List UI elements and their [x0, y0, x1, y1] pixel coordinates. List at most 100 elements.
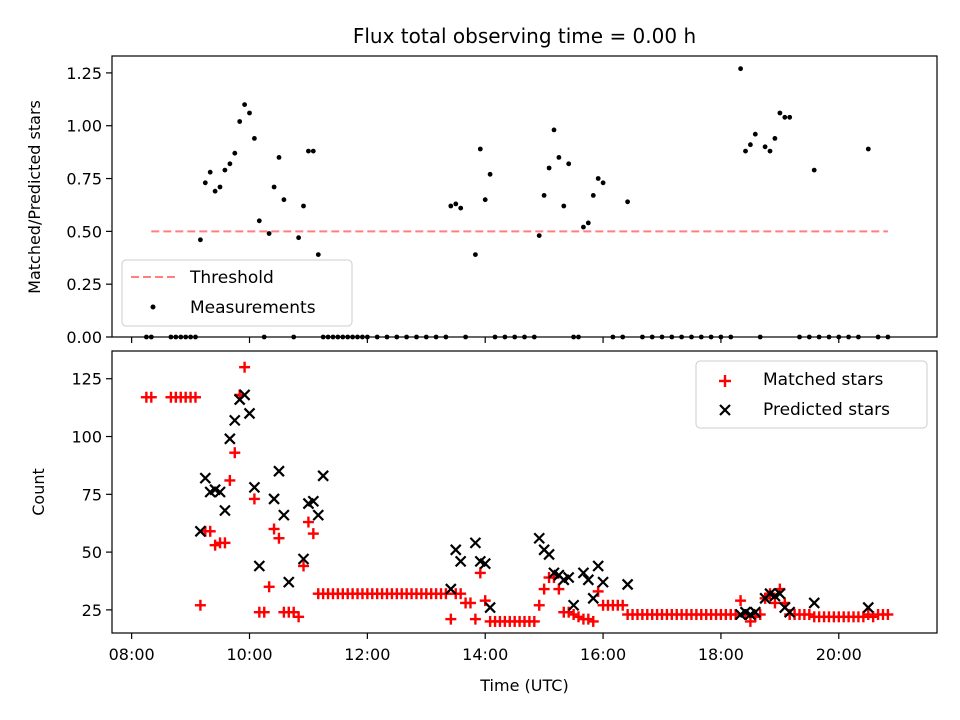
matched-star-point	[145, 391, 157, 403]
measurement-point	[566, 161, 572, 167]
predicted-star-point	[273, 465, 285, 477]
measurement-point	[276, 155, 282, 160]
measurement-point	[600, 180, 606, 186]
matched-star-point	[479, 595, 491, 607]
bottom-xtick-label: 08:00	[109, 645, 155, 664]
predicted-star-point	[577, 567, 590, 579]
top-panel: Flux total observing time = 0.00 h Match…	[25, 24, 938, 347]
predicted-star-point	[862, 601, 875, 614]
predicted-star-point	[214, 486, 226, 498]
top-ytick-label: 0.50	[66, 222, 102, 241]
bottom-x-ticks: 08:00 10:00 12:00 14:00 16:00 18:00 20:00	[109, 633, 862, 664]
top-legend-box	[121, 259, 353, 327]
matched-star-point	[455, 588, 467, 600]
top-measurements-layer	[144, 66, 891, 340]
predicted-star-point	[283, 576, 295, 588]
measurement-point	[296, 235, 301, 241]
bottom-ytick-label: 25	[82, 601, 102, 620]
predicted-star-point	[228, 414, 241, 427]
measurement-point	[595, 176, 601, 181]
measurement-point	[315, 252, 321, 257]
measurement-point	[625, 199, 630, 205]
legend-predicted-swatch	[719, 404, 731, 416]
bottom-ytick-label: 50	[82, 543, 102, 562]
matched-star-point	[248, 493, 260, 505]
measurement-point	[782, 114, 788, 120]
measurement-point	[541, 193, 547, 198]
bottom-xtick-label: 16:00	[580, 645, 626, 664]
predicted-star-point	[449, 544, 462, 556]
matched-star-point	[867, 611, 879, 623]
measurement-point	[585, 220, 591, 226]
measurement-point	[306, 148, 311, 154]
predicted-star-point	[445, 583, 457, 595]
predicted-star-point	[621, 578, 634, 591]
bottom-xtick-label: 20:00	[816, 645, 862, 664]
matched-star-point	[587, 615, 599, 627]
top-y-ticks: 0.00 0.25 0.50 0.75 1.00 1.25	[66, 64, 112, 347]
top-plot-frame	[111, 55, 938, 338]
matched-star-point	[263, 581, 275, 593]
measurement-point	[448, 203, 454, 209]
measurement-point	[247, 110, 252, 116]
measurement-point	[271, 184, 277, 190]
top-chart-title: Flux total observing time = 0.00 h	[353, 24, 696, 48]
matched-star-point	[258, 606, 270, 618]
measurement-point	[556, 155, 562, 160]
measurement-point	[772, 136, 778, 141]
predicted-star-point	[597, 576, 609, 588]
legend-matched-label: Matched stars	[763, 370, 883, 390]
measurement-point	[787, 114, 793, 120]
matched-star-point	[538, 583, 550, 595]
matched-star-point	[273, 532, 285, 544]
matched-star-point	[194, 599, 206, 611]
bottom-ytick-label: 100	[71, 428, 102, 447]
matched-star-point	[769, 597, 781, 609]
predicted-star-point	[297, 553, 310, 565]
matched-star-point	[568, 609, 580, 621]
bottom-panel: Count Time (UTC) 25 50 75 100 125 08:00 10:00…	[29, 350, 938, 695]
measurement-point	[198, 237, 203, 243]
bottom-xtick-label: 14:00	[462, 645, 508, 664]
matched-star-point	[573, 611, 585, 623]
bottom-plot-frame	[111, 350, 938, 634]
predicted-star-point	[243, 407, 256, 420]
measurement-point	[212, 188, 218, 194]
measurement-point	[748, 142, 753, 148]
measurement-point	[536, 233, 542, 239]
matched-star-point	[293, 611, 305, 623]
bottom-legend-box	[695, 360, 928, 429]
matched-star-point	[209, 539, 221, 551]
measurement-point	[482, 197, 488, 203]
measurement-point	[256, 218, 262, 224]
matched-star-point	[189, 391, 201, 403]
matched-star-point	[474, 567, 486, 579]
predicted-star-point	[219, 504, 231, 517]
matched-star-point	[533, 599, 545, 611]
matched-star-point	[553, 583, 565, 595]
predicted-star-point	[567, 599, 580, 612]
measurement-point	[301, 203, 306, 209]
bottom-ytick-label: 125	[71, 370, 102, 389]
measurement-point	[811, 167, 817, 173]
measurement-point	[738, 66, 743, 72]
matched-star-point	[582, 613, 594, 625]
measurement-point	[546, 165, 552, 171]
legend-measurements-swatch	[150, 304, 156, 310]
measurement-point	[252, 136, 257, 141]
measurement-point	[310, 148, 316, 154]
predicted-star-point	[562, 571, 575, 584]
predicted-star-point	[479, 557, 491, 570]
measurement-point	[217, 184, 223, 190]
predicted-star-point	[317, 470, 329, 482]
predicted-star-point	[592, 560, 604, 572]
matched-star-point	[803, 609, 815, 621]
matched-star-point	[563, 606, 575, 618]
top-ytick-label: 1.00	[66, 117, 102, 136]
matched-star-point	[617, 599, 629, 611]
bottom-y-axis-label: Count	[29, 468, 48, 516]
predicted-star-point	[587, 592, 600, 605]
top-ytick-label: 0.25	[66, 275, 102, 294]
